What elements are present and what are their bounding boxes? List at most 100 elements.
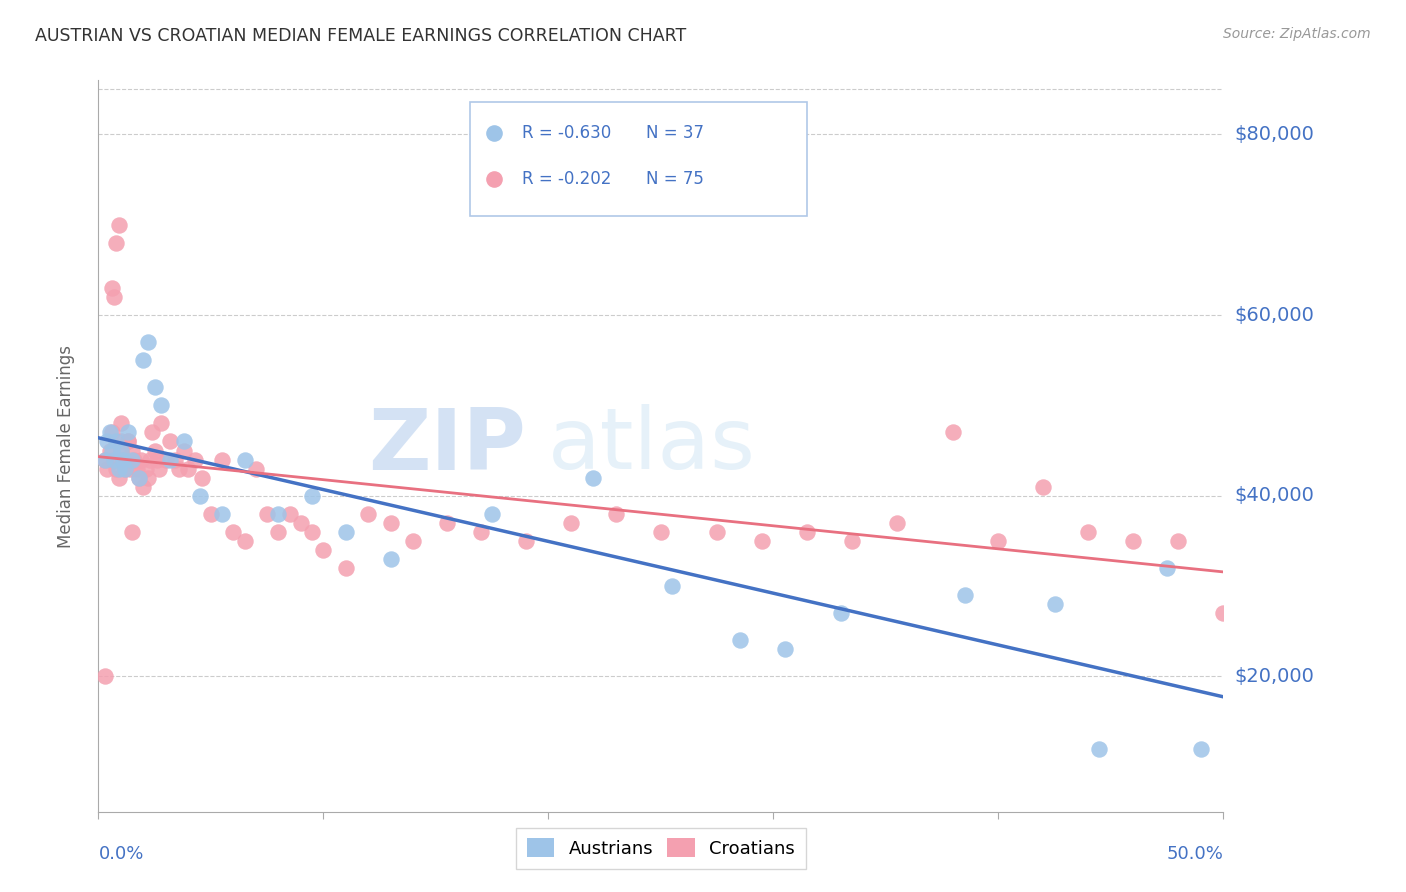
Point	[128, 470, 150, 484]
Point	[184, 452, 207, 467]
Point	[94, 452, 117, 467]
Point	[136, 335, 159, 350]
Point	[121, 524, 143, 539]
Point	[267, 507, 290, 521]
Point	[101, 281, 124, 295]
Text: R = -0.202: R = -0.202	[523, 170, 612, 188]
Text: $60,000: $60,000	[1234, 306, 1315, 325]
Point	[110, 417, 132, 431]
Point	[879, 850, 901, 864]
Point	[301, 489, 323, 503]
Y-axis label: Median Female Earnings: Median Female Earnings	[56, 344, 75, 548]
Point	[141, 425, 163, 440]
Point	[796, 524, 818, 539]
Point	[129, 452, 152, 467]
Text: AUSTRIAN VS CROATIAN MEDIAN FEMALE EARNINGS CORRELATION CHART: AUSTRIAN VS CROATIAN MEDIAN FEMALE EARNI…	[35, 27, 686, 45]
Point	[1189, 741, 1212, 756]
Point	[103, 452, 125, 467]
Point	[188, 489, 211, 503]
Point	[132, 480, 155, 494]
Point	[1156, 561, 1178, 575]
Point	[101, 425, 124, 440]
Point	[94, 452, 117, 467]
Text: 50.0%: 50.0%	[1167, 845, 1223, 863]
Point	[177, 461, 200, 475]
Legend: Austrians, Croatians: Austrians, Croatians	[516, 828, 806, 869]
Point	[830, 606, 852, 620]
Point	[139, 452, 162, 467]
Point	[290, 516, 312, 530]
Text: $20,000: $20,000	[1234, 666, 1315, 686]
Point	[148, 461, 170, 475]
Point	[256, 507, 278, 521]
Point	[278, 507, 301, 521]
Point	[103, 452, 125, 467]
Point	[135, 461, 157, 475]
Point	[661, 579, 683, 593]
Point	[117, 425, 139, 440]
Text: $40,000: $40,000	[1234, 486, 1315, 505]
Point	[107, 461, 129, 475]
Point	[335, 561, 357, 575]
Point	[169, 461, 191, 475]
Point	[380, 516, 402, 530]
Point	[886, 516, 908, 530]
Point	[953, 588, 976, 602]
Point	[650, 524, 672, 539]
Point	[114, 461, 136, 475]
Point	[211, 507, 233, 521]
Point	[110, 434, 132, 449]
Point	[706, 524, 728, 539]
Point	[132, 353, 155, 368]
Point	[245, 461, 267, 475]
Point	[136, 470, 159, 484]
Point	[163, 452, 186, 467]
Text: 0.0%: 0.0%	[98, 845, 143, 863]
Point	[146, 452, 169, 467]
Point	[942, 425, 965, 440]
Point	[233, 533, 256, 548]
Point	[105, 235, 128, 250]
Point	[96, 434, 118, 449]
Point	[560, 516, 582, 530]
FancyBboxPatch shape	[470, 103, 807, 216]
Point	[233, 452, 256, 467]
Point	[112, 452, 135, 467]
Point	[470, 524, 492, 539]
Text: Source: ZipAtlas.com: Source: ZipAtlas.com	[1223, 27, 1371, 41]
Text: ZIP: ZIP	[368, 404, 526, 488]
Point	[773, 642, 796, 657]
Point	[879, 850, 901, 864]
Point	[105, 461, 128, 475]
Point	[117, 434, 139, 449]
Point	[98, 443, 121, 458]
Point	[150, 398, 173, 412]
Point	[312, 542, 335, 557]
Point	[728, 633, 751, 648]
Point	[987, 533, 1010, 548]
Point	[118, 461, 141, 475]
Point	[103, 290, 125, 304]
Point	[267, 524, 290, 539]
Text: $80,000: $80,000	[1234, 125, 1315, 144]
Point	[124, 452, 146, 467]
Point	[143, 443, 166, 458]
Text: N = 37: N = 37	[647, 124, 704, 142]
Point	[481, 507, 503, 521]
Point	[107, 470, 129, 484]
Point	[211, 452, 233, 467]
Point	[1032, 480, 1054, 494]
Point	[150, 417, 173, 431]
Point	[128, 470, 150, 484]
Point	[107, 218, 129, 232]
Point	[380, 552, 402, 566]
Point	[301, 524, 323, 539]
Point	[1212, 606, 1234, 620]
Point	[200, 507, 222, 521]
Point	[94, 669, 117, 683]
Point	[436, 516, 458, 530]
Text: R = -0.630: R = -0.630	[523, 124, 612, 142]
Point	[173, 443, 195, 458]
Point	[143, 380, 166, 394]
Point	[1077, 524, 1099, 539]
